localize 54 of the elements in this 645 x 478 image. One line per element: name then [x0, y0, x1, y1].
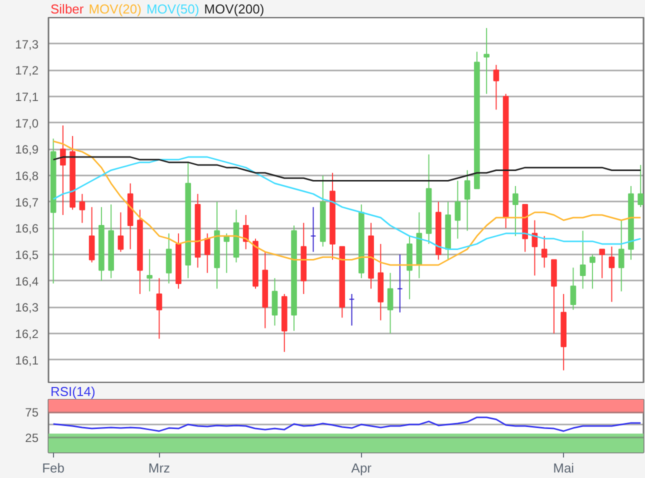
- candlestick: [580, 230, 586, 290]
- x-tick-label: Apr: [351, 460, 372, 476]
- y-tick-label: 16,7: [15, 195, 39, 210]
- candlestick: [156, 278, 162, 340]
- y-tick-label: 16,4: [15, 274, 39, 288]
- y-tick-label: 16,9: [15, 142, 39, 157]
- candlestick: [310, 206, 316, 252]
- candlestick: [146, 248, 152, 292]
- candlestick: [272, 278, 278, 326]
- text: MOV(20): [88, 2, 142, 16]
- candlestick: [618, 220, 624, 292]
- y-tick-label: 16,2: [15, 326, 39, 341]
- y-tick-label: 16,3: [15, 300, 39, 315]
- candlestick: [541, 236, 548, 268]
- candlestick: [88, 206, 95, 263]
- candlestick: [493, 64, 500, 110]
- text: MOV(50): [146, 2, 200, 16]
- candlestick: [608, 246, 615, 302]
- line-series: [52, 140, 642, 266]
- candlestick: [464, 170, 470, 232]
- y-tick-label: 16,6: [15, 222, 39, 236]
- x-tick-label: Feb: [42, 460, 65, 476]
- y-tick-label: 17,1: [15, 90, 39, 104]
- candlestick: [79, 193, 86, 224]
- x-tick-label: Mai: [553, 460, 574, 476]
- line-series: [52, 416, 642, 432]
- candlestick: [512, 186, 518, 237]
- y-tick-label: 17,0: [15, 116, 39, 130]
- candlestick: [484, 28, 490, 94]
- candlestick: [387, 272, 394, 334]
- candlestick: [599, 248, 606, 279]
- candlestick: [397, 254, 403, 313]
- candlestick: [570, 267, 576, 310]
- x-tick-label: Mrz: [148, 460, 170, 476]
- y-tick-label: 25: [25, 431, 39, 446]
- y-tick-label: 16,8: [15, 168, 39, 183]
- candlestick: [242, 214, 249, 250]
- y-tick-label: 17,2: [15, 64, 39, 78]
- candlestick: [60, 124, 66, 216]
- candlestick: [638, 164, 644, 208]
- y-tick-label: 75: [25, 406, 39, 420]
- candlestick: [118, 212, 124, 252]
- series-label: RSI(14): [50, 384, 96, 399]
- candlestick: [204, 232, 210, 274]
- text: MOV(200): [204, 2, 264, 16]
- text: Silber: [50, 2, 84, 16]
- y-tick-label: 17,3: [15, 37, 39, 52]
- line-series: [52, 156, 642, 250]
- y-tick-label: 16,5: [15, 248, 39, 262]
- candlestick: [590, 254, 596, 290]
- candlestick: [348, 293, 355, 326]
- candlestick: [166, 232, 172, 284]
- y-tick-label: 16,1: [15, 353, 39, 368]
- candlestick: [454, 180, 461, 240]
